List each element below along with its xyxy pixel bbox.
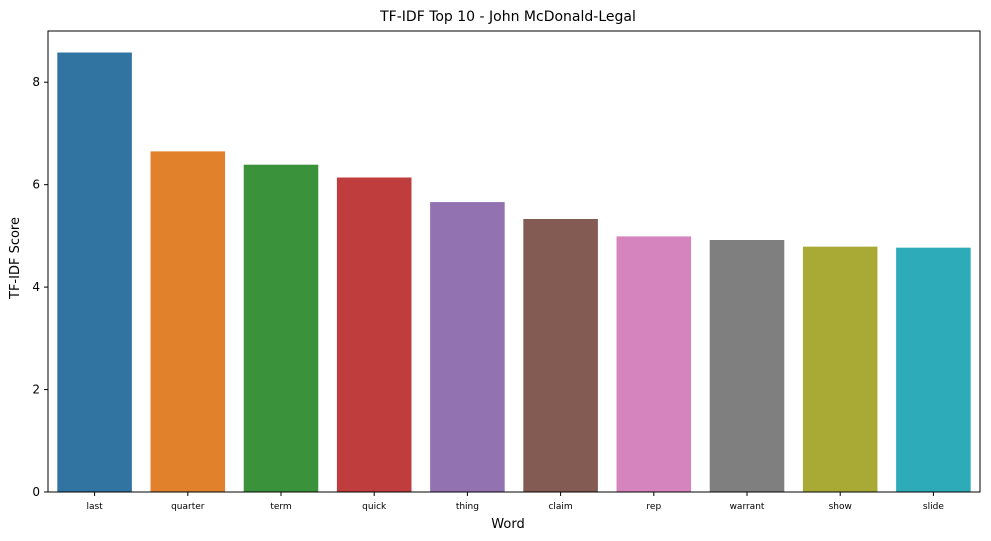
- x-tick-label: quarter: [171, 502, 205, 512]
- x-tick-label: slide: [923, 502, 944, 512]
- x-tick-label: term: [270, 502, 291, 512]
- x-tick-label: warrant: [730, 502, 765, 512]
- x-tick-label: claim: [548, 502, 572, 512]
- y-tick-label: 2: [32, 383, 40, 397]
- y-tick-label: 6: [32, 178, 40, 192]
- x-axis-ticks: last quarter term quick thing claim rep warrant…: [86, 492, 944, 512]
- bar-warrant: [709, 239, 785, 492]
- plot-frame: [47, 30, 981, 493]
- x-tick-label: rep: [646, 502, 661, 512]
- bar-thing: [430, 202, 505, 492]
- bar-show: [802, 246, 878, 492]
- bar-term: [243, 164, 319, 492]
- bar-quarter: [150, 151, 226, 492]
- x-tick-label: thing: [456, 502, 479, 512]
- y-tick-label: 8: [32, 75, 40, 89]
- bar-last: [57, 52, 132, 492]
- chart-title: TF-IDF Top 10 - John McDonald-Legal: [379, 9, 636, 25]
- bar-slide: [896, 247, 971, 492]
- x-tick-label: show: [829, 502, 852, 512]
- y-tick-label: 4: [32, 280, 40, 294]
- x-axis-label: Word: [491, 517, 524, 532]
- y-axis-ticks: 0 2 4 6 8: [32, 75, 48, 499]
- x-tick-label: last: [86, 502, 103, 512]
- x-tick-label: quick: [362, 502, 387, 512]
- bar-quick: [336, 177, 412, 492]
- bar-rep: [616, 236, 692, 492]
- bar-claim: [523, 218, 598, 493]
- bars-group: [57, 52, 971, 493]
- y-tick-label: 0: [32, 485, 40, 499]
- y-axis-label: TF-IDF Score: [8, 217, 23, 300]
